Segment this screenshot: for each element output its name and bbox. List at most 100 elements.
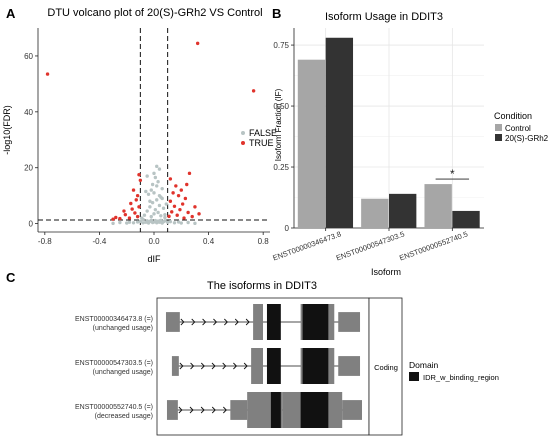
volcano-y-tick-label: 20 (24, 164, 33, 173)
volcano-point-false (145, 174, 149, 178)
intron-direction-arrow (202, 318, 207, 326)
intron-direction-arrow (178, 406, 183, 414)
volcano-point-false (152, 191, 156, 195)
volcano-x-tick-label: -0.4 (93, 237, 107, 246)
volcano-point-true (176, 193, 181, 198)
volcano-point-true (131, 188, 136, 192)
intron-direction-arrow (179, 362, 184, 370)
legend-treated-swatch (495, 134, 502, 141)
volcano-thresholds (38, 28, 270, 232)
intron-direction-arrow (234, 318, 239, 326)
exon-block (165, 312, 180, 332)
bar-control (424, 184, 452, 228)
volcano-point-false (160, 186, 164, 191)
volcano-point-true (111, 217, 115, 221)
volcano-point-true (187, 171, 192, 176)
volcano-point-false (155, 198, 159, 202)
volcano-point-false (164, 202, 168, 206)
volcano-point-false (163, 219, 167, 223)
volcano-point-true (137, 205, 141, 209)
bar-control (297, 59, 326, 228)
volcano-point-true (190, 214, 194, 219)
volcano-point-true (178, 207, 182, 212)
volcano-point-true (180, 202, 185, 206)
volcano-point-true (175, 213, 179, 217)
volcano-point-false (193, 221, 197, 226)
isoform-rows: ENST00000346473.8 (=) (unchanged usage) EN… (75, 304, 362, 428)
intron-direction-arrow (243, 362, 248, 370)
isoform-usage-title: Isoform Usage in DDIT3 (325, 11, 443, 23)
exon-block (230, 400, 248, 420)
volcano-point-true (179, 188, 183, 192)
volcano-y-tick-label: 40 (24, 108, 33, 117)
volcano-point-true (167, 214, 171, 219)
bar-treated (325, 37, 354, 228)
volcano-point-false (144, 189, 148, 194)
volcano-point-true (129, 201, 133, 206)
intron-direction-arrow (200, 362, 205, 370)
bar-y-tick-label: 0.75 (273, 41, 289, 50)
intron-direction-arrow (211, 362, 216, 370)
exon-block (342, 400, 362, 420)
bar-y-tick-label: 0.25 (273, 163, 289, 172)
exon-block (171, 356, 179, 376)
bar-y-tick-label: 0 (285, 224, 290, 233)
volcano-point-true (168, 199, 173, 203)
bar-x-tick-label: ENST00000547303.5 (335, 229, 406, 262)
volcano-point-false (141, 217, 145, 222)
volcano-point-true (185, 182, 189, 187)
isoform-usage-panel: B Isoform Usage in DDIT3 * 0 0.25 0.50 0.75… (271, 6, 548, 277)
domain-legend-title: Domain (409, 360, 439, 370)
isoform-label-usage: (unchanged usage) (93, 325, 153, 332)
isoform-label-id: ENST00000547303.5 (=) (75, 360, 153, 367)
volcano-point-false (142, 213, 147, 217)
exon-block (338, 356, 361, 376)
bar-x-label: Isoform (371, 267, 401, 277)
panel-label-c: C (6, 270, 16, 285)
volcano-x-tick-label: -0.8 (38, 237, 52, 246)
volcano-point-false (157, 203, 162, 208)
significance-star: * (450, 167, 455, 181)
bar-control (361, 198, 389, 228)
volcano-point-true (172, 204, 177, 208)
volcano-point-true (134, 198, 138, 202)
legend-true-label: TRUE (249, 138, 274, 148)
intron-direction-arrow (190, 362, 195, 370)
volcano-x-tick-label: 0.4 (203, 237, 215, 246)
volcano-y-label: -log10(FDR) (2, 105, 12, 155)
volcano-point-true (182, 216, 186, 220)
volcano-point-false (161, 206, 166, 210)
legend-treated-label: 20(S)-GRh2 (505, 134, 549, 143)
volcano-point-false (150, 200, 155, 205)
volcano-point-false (159, 195, 163, 199)
volcano-point-true (135, 193, 140, 198)
volcano-point-false (152, 171, 156, 176)
volcano-point-true (114, 215, 118, 220)
intron-direction-arrow (180, 318, 185, 326)
domain-legend: Domain IDR_w_binding_region (409, 360, 499, 382)
volcano-point-false (152, 212, 156, 216)
volcano-legend: FALSE TRUE (241, 128, 277, 148)
domain-block (300, 392, 329, 428)
volcano-point-true (127, 216, 132, 220)
volcano-point-true (135, 214, 140, 219)
bars: * (297, 37, 480, 228)
isoform-label-usage: (unchanged usage) (93, 369, 153, 376)
intron-direction-arrow (200, 406, 205, 414)
domain-block (266, 348, 281, 384)
intron-direction-arrow (189, 406, 194, 414)
volcano-point-false (148, 205, 152, 209)
domain-block (302, 348, 329, 384)
panel-label-a: A (6, 6, 16, 21)
isoform-label-usage: (decreased usage) (95, 413, 153, 420)
volcano-point-true (118, 216, 122, 221)
volcano-x-label: dIF (147, 254, 161, 264)
volcano-point-true (183, 196, 188, 201)
bar-legend: Condition Control 20(S)-GRh2 (494, 111, 549, 143)
volcano-point-true (195, 41, 200, 46)
bar-treated (452, 210, 480, 228)
volcano-point-false (159, 214, 163, 218)
bar-x-tick-label: ENST00000552740.5 (398, 229, 469, 262)
isoform-structure-title: The isoforms in DDIT3 (207, 280, 317, 292)
